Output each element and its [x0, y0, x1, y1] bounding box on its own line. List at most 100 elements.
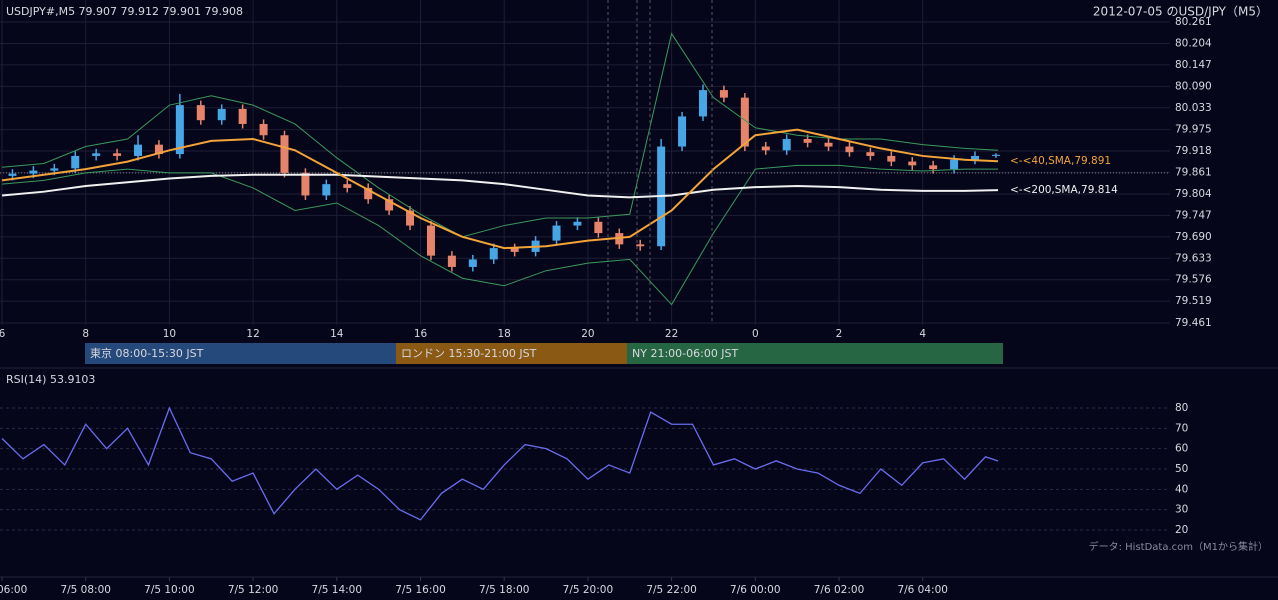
source-note: データ: HistData.com（M1から集計）: [1089, 540, 1268, 553]
candle-body: [175, 105, 184, 155]
session-bar: [396, 343, 627, 364]
candle-body: [719, 90, 728, 98]
x-tick-label: 18: [498, 328, 511, 340]
candle-body: [950, 159, 959, 170]
x-tick-label: 0: [752, 328, 759, 340]
x-tick-label: 2: [836, 328, 843, 340]
session-bar: [85, 343, 396, 364]
y-tick-label: 80.147: [1175, 59, 1212, 71]
y-tick-label: 80.261: [1175, 16, 1212, 28]
y-tick-label: 79.918: [1175, 145, 1212, 157]
candle-body: [908, 161, 917, 166]
x-tick-label: 7/5 20:00: [563, 584, 614, 596]
candle-body: [740, 97, 749, 147]
candle-body: [217, 108, 226, 121]
indicator-label: <-<200,SMA,79.814: [1010, 184, 1118, 196]
candle-body: [782, 139, 791, 151]
y-tick-label: 79.747: [1175, 209, 1212, 221]
candle-body: [301, 172, 310, 196]
price-chart: 80.261 80.204 80.147 80.090 80.033 79.975 79.9…: [0, 0, 1212, 364]
x-tick-label: 7/5 22:00: [646, 584, 697, 596]
x-tick-label: 10: [163, 328, 176, 340]
candle-body: [824, 142, 833, 147]
candle-body: [238, 108, 247, 124]
candle-body: [280, 135, 289, 173]
y-tick-label: 79.461: [1175, 317, 1212, 329]
chart-title: USDJPY#,M5 79.907 79.912 79.901 79.908: [6, 5, 243, 18]
candle-body: [134, 144, 143, 156]
indicator-label: <-<40,SMA,79.891: [1010, 155, 1111, 167]
candle-body: [489, 248, 498, 260]
candle-body: [761, 146, 770, 151]
x-tick-label: 7/6 04:00: [897, 584, 948, 596]
x-tick-label: 7/5 14:00: [312, 584, 363, 596]
x-tick-label: 14: [330, 328, 344, 340]
y-tick-label: 20: [1175, 524, 1188, 536]
x-tick-label: 16: [414, 328, 428, 340]
y-tick-label: 79.975: [1175, 124, 1212, 136]
rsi-line: [1, 406, 999, 521]
y-tick-label: 79.633: [1175, 252, 1212, 264]
candle-body: [678, 116, 687, 147]
candle-body: [364, 187, 373, 200]
candle-body: [698, 90, 707, 117]
candle-body: [196, 105, 205, 121]
y-tick-label: 79.690: [1175, 231, 1212, 243]
candle-body: [468, 259, 477, 267]
candle-body: [887, 155, 896, 162]
candle-body: [385, 199, 394, 211]
y-tick-label: 30: [1175, 504, 1188, 516]
x-tick-label: 7/5 08:00: [60, 584, 111, 596]
y-tick-label: 70: [1175, 422, 1188, 434]
candle-body: [971, 155, 980, 160]
x-tick-label: 7/5 16:00: [395, 584, 446, 596]
candle-body: [343, 184, 352, 188]
x-tick-label: 7/6 00:00: [730, 584, 781, 596]
session-label: NY 21:00-06:00 JST: [632, 347, 739, 360]
x-tick-label: 20: [581, 328, 594, 340]
y-tick-label: 80.204: [1175, 37, 1212, 49]
y-tick-label: 60: [1175, 443, 1188, 455]
y-tick-label: 80.033: [1175, 102, 1212, 114]
y-tick-label: 79.519: [1175, 295, 1212, 307]
y-tick-label: 79.576: [1175, 274, 1212, 286]
x-tick-label: 7/5 18:00: [479, 584, 530, 596]
candle-body: [991, 154, 1000, 156]
indicator-line: [1, 128, 999, 250]
candle-body: [929, 165, 938, 170]
session-label: ロンドン 15:30-21:00 JST: [401, 347, 537, 360]
candle-body: [594, 221, 603, 234]
x-tick-label: 7/5 10:00: [144, 584, 195, 596]
rsi-title: RSI(14) 53.9103: [6, 373, 95, 386]
candle-body: [573, 221, 582, 226]
candle-body: [259, 123, 268, 136]
session-bar: [627, 343, 1003, 364]
indicator-line: [1, 164, 999, 306]
x-tick-label: 8: [82, 328, 89, 340]
x-tick-label: 22: [665, 328, 678, 340]
x-tick-label: 7/6 02:00: [814, 584, 865, 596]
x-tick-label: 7/5 12:00: [228, 584, 279, 596]
candle-body: [636, 244, 645, 247]
session-label: 東京 08:00-15:30 JST: [90, 346, 204, 360]
y-tick-label: 79.804: [1175, 188, 1212, 200]
candle-body: [552, 225, 561, 241]
candle-body: [8, 173, 17, 176]
x-tick-label: 4: [919, 328, 926, 340]
candle-body: [426, 225, 435, 256]
candle-body: [510, 248, 519, 252]
candle-body: [803, 139, 812, 143]
candle-body: [322, 184, 331, 196]
y-tick-label: 40: [1175, 483, 1188, 495]
candle-body: [92, 153, 101, 156]
x-tick-label: 7/5 06:00: [0, 584, 27, 596]
candle-body: [50, 168, 59, 171]
candle-body: [113, 153, 122, 156]
candle-body: [866, 152, 875, 156]
y-tick-label: 80: [1175, 402, 1188, 414]
indicator-line: [1, 173, 999, 199]
chart-subtitle: 2012-07-05 のUSD/JPY（M5）: [1093, 5, 1268, 19]
candle-body: [29, 170, 38, 174]
